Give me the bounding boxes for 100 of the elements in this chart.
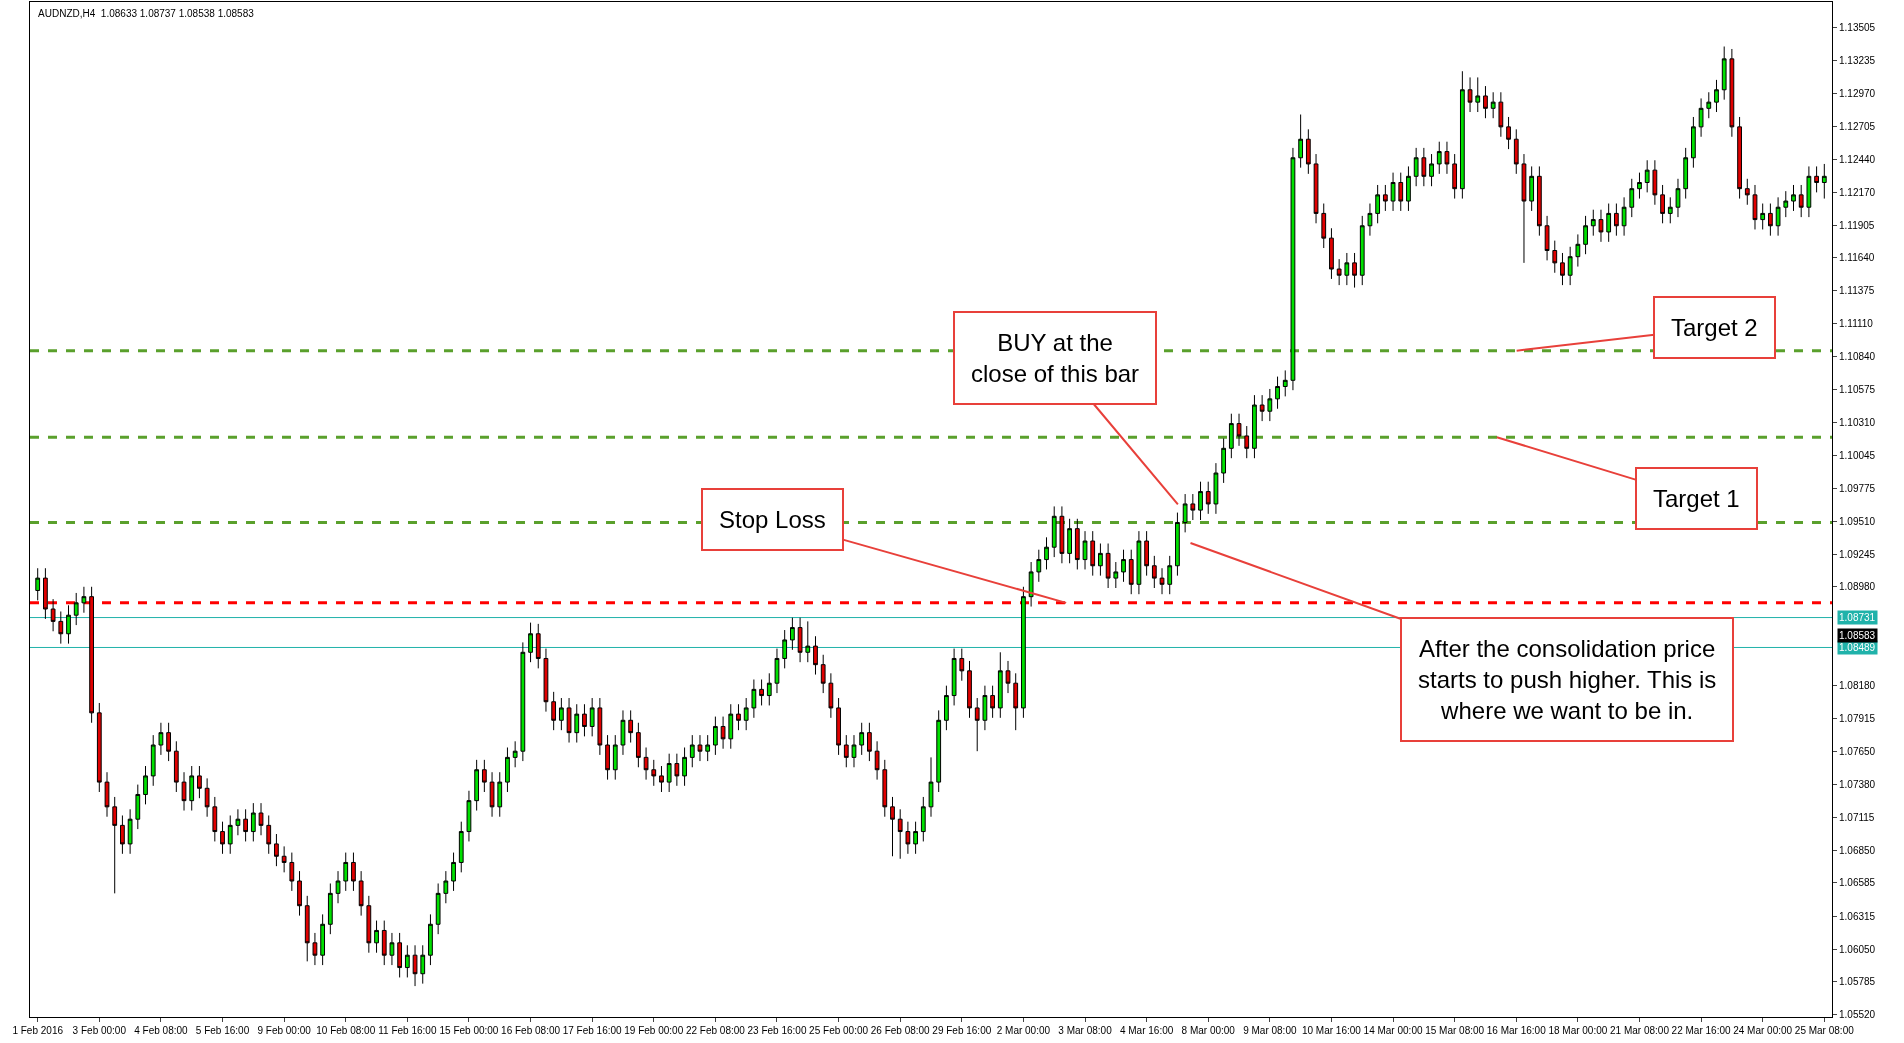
candlestick — [343, 852, 349, 892]
candlestick — [197, 765, 202, 799]
candlestick — [1798, 184, 1804, 218]
candlestick — [397, 932, 403, 978]
candlestick — [905, 821, 911, 855]
candlestick — [859, 722, 865, 756]
candlestick — [1629, 178, 1635, 218]
candlestick — [1506, 116, 1511, 150]
candlestick — [1760, 203, 1766, 230]
candlestick — [1221, 437, 1227, 484]
candlestick — [1028, 561, 1034, 608]
x-tick-label: 19 Feb 00:00 — [624, 1025, 684, 1036]
candlestick — [697, 734, 703, 762]
candlestick — [127, 808, 133, 855]
candlestick — [335, 870, 341, 904]
candlestick — [551, 691, 557, 731]
x-tick-label: 3 Feb 00:00 — [72, 1025, 127, 1036]
y-tick-label: 1.10310 — [1839, 416, 1876, 428]
candlestick — [736, 703, 741, 731]
candlestick — [828, 672, 834, 719]
candlestick — [1613, 203, 1619, 237]
y-tick-label: 1.05520 — [1839, 1009, 1876, 1021]
y-tick-label: 1.07380 — [1839, 779, 1876, 791]
x-tick-label: 23 Feb 16:00 — [747, 1025, 807, 1036]
y-tick-label: 1.07915 — [1839, 712, 1876, 724]
candlestick — [166, 722, 171, 762]
candlestick — [374, 920, 379, 954]
text: 1.08583 — [1839, 630, 1876, 641]
candlestick — [1806, 165, 1812, 218]
candlestick — [66, 604, 71, 645]
x-tick-label: 25 Mar 08:00 — [1794, 1025, 1855, 1036]
candlestick — [1552, 240, 1558, 274]
y-tick-label: 1.12170 — [1839, 186, 1876, 198]
candlestick — [389, 932, 395, 966]
x-tick-label: 8 Mar 00:00 — [1181, 1025, 1236, 1036]
candlestick — [751, 678, 757, 719]
x-tick-label: 9 Mar 08:00 — [1243, 1025, 1297, 1036]
candlestick — [220, 821, 225, 855]
candlestick — [1367, 203, 1373, 237]
candlestick — [1275, 376, 1280, 410]
candlestick — [50, 598, 56, 632]
candlestick — [1128, 549, 1134, 595]
candlestick — [435, 882, 441, 935]
candlestick — [1390, 172, 1396, 212]
y-tick-label: 1.12970 — [1839, 87, 1876, 99]
candlestick — [1244, 425, 1250, 459]
candlestick — [143, 765, 148, 805]
candlestick — [936, 709, 942, 793]
candlestick — [1768, 203, 1773, 237]
candlestick — [1013, 672, 1019, 731]
candlestick — [1151, 555, 1157, 589]
candlestick — [759, 678, 764, 706]
candlestick — [512, 740, 518, 768]
x-tick-label: 9 Feb 00:00 — [257, 1025, 312, 1036]
candlestick — [1752, 184, 1758, 230]
candlestick — [782, 629, 788, 669]
x-tick-label: 29 Feb 16:00 — [932, 1025, 992, 1036]
x-tick-label: 10 Feb 08:00 — [316, 1025, 376, 1036]
candlestick — [1044, 536, 1049, 570]
candlestick — [227, 814, 233, 855]
y-tick-label: 1.12705 — [1839, 120, 1876, 132]
annotation: After the consolidation price starts to push higher. This is where we want to be in. — [1418, 635, 1717, 725]
candlestick — [1467, 76, 1473, 113]
candlestick — [1590, 209, 1596, 237]
candlestick — [790, 617, 795, 651]
candlestick — [797, 617, 803, 663]
y-tick-label: 1.11375 — [1839, 285, 1875, 297]
candlestick — [43, 567, 48, 620]
candlestick — [1698, 97, 1704, 138]
candlestick — [1475, 76, 1481, 113]
candlestick — [505, 746, 510, 793]
candlestick — [1321, 203, 1327, 249]
candlestick — [1513, 128, 1519, 175]
candlestick — [312, 932, 318, 966]
candlestick — [867, 722, 872, 762]
y-tick-label: 1.09775 — [1839, 482, 1876, 494]
candlestick — [1644, 159, 1650, 193]
candlestick — [1575, 233, 1581, 268]
y-tick-label: 1.11640 — [1839, 252, 1875, 264]
candlestick — [1144, 530, 1150, 577]
candlestick — [73, 592, 79, 626]
candlestick — [1544, 215, 1550, 261]
candlestick — [1675, 178, 1681, 218]
candlestick — [689, 734, 695, 768]
candlestick — [1444, 141, 1450, 175]
candlestick — [304, 895, 310, 962]
candlestick — [1398, 172, 1404, 212]
y-tick-label: 1.06050 — [1839, 943, 1876, 955]
text: AUDNZD,H4 1.08633 1.08737 1.08538 1.08583 — [38, 8, 255, 20]
candlestick — [766, 672, 772, 706]
candlestick — [1452, 153, 1458, 200]
y-tick-label: 1.09510 — [1839, 515, 1876, 527]
candlestick — [150, 734, 156, 787]
ref-line-label: 1.08489 — [1839, 642, 1876, 653]
candlestick — [1413, 147, 1419, 187]
candlestick — [1721, 46, 1727, 101]
candlestick — [1621, 196, 1627, 237]
candlestick — [1190, 493, 1196, 521]
candlestick — [104, 771, 110, 818]
candlestick — [944, 685, 949, 731]
